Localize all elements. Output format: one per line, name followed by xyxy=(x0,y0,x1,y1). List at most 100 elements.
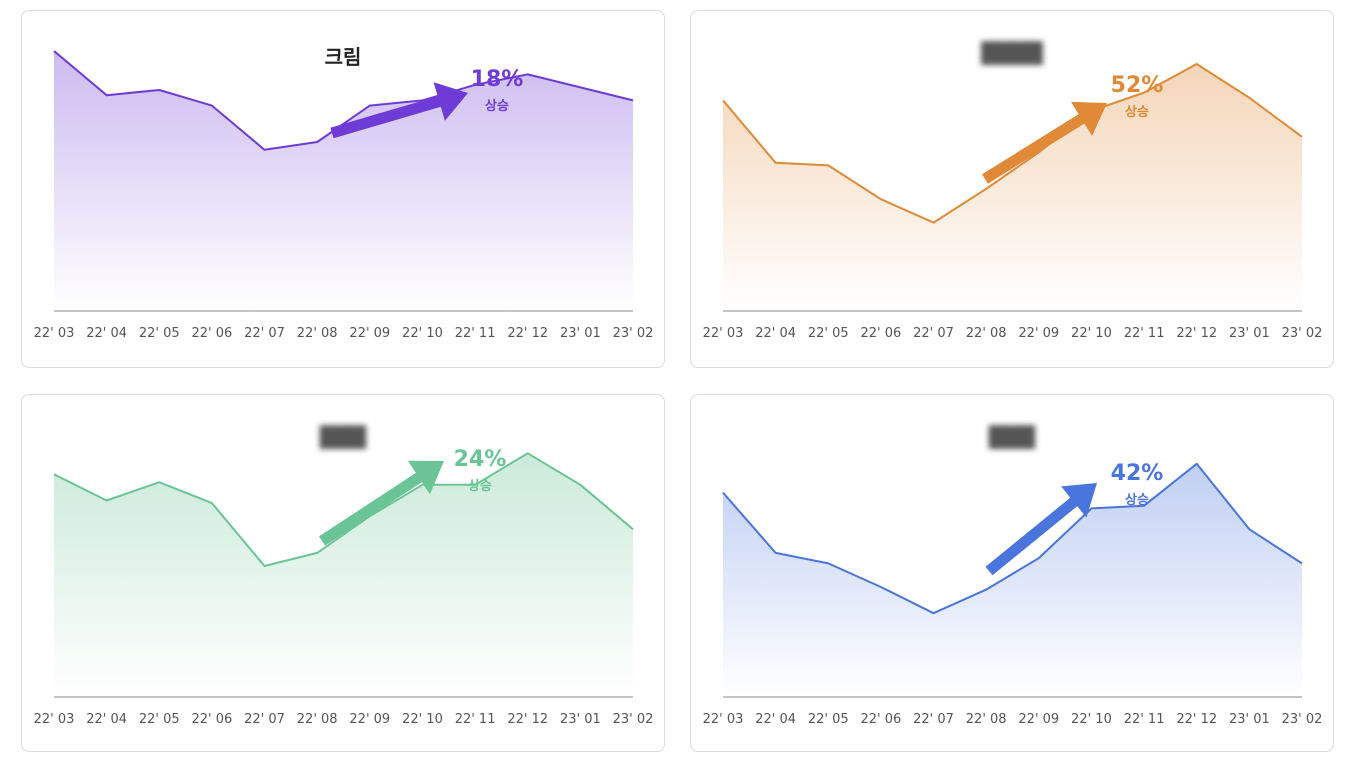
chart-2-point-2 xyxy=(774,161,777,164)
chart-1-x-tick-label: 22' 07 xyxy=(244,326,285,341)
chart-3-point-5 xyxy=(263,565,266,568)
chart-3-x-tick-label: 22' 05 xyxy=(139,712,180,727)
chart-4-x-tick-label: 22' 04 xyxy=(755,712,796,727)
chart-1-change-value: 18% xyxy=(470,67,524,92)
chart-1-point-5 xyxy=(263,148,266,151)
chart-2-x-tick-label: 22' 04 xyxy=(755,326,796,341)
chart-3-change-label: 상승 xyxy=(468,479,492,494)
chart-3-x-tick-label: 22' 04 xyxy=(86,712,127,727)
chart-1-point-4 xyxy=(210,104,213,107)
chart-3-x-tick-label: 22' 03 xyxy=(34,712,75,727)
chart-2-point-3 xyxy=(827,164,830,167)
chart-2-change-label: 상승 xyxy=(1125,105,1149,120)
chart-panel-4: 22' 03 22' 04 22' 05 22' 06 22' 07 22' 08 22' … xyxy=(690,394,1334,752)
chart-4-x-tick-label: 22' 06 xyxy=(861,712,902,727)
chart-2-point-6 xyxy=(985,187,988,190)
chart-3-point-3 xyxy=(158,481,161,484)
chart-4-x-tick-label: 23' 02 xyxy=(1282,712,1323,727)
chart-2-x-tick-label: 22' 06 xyxy=(861,326,902,341)
chart-4-x-tick-label: 22' 12 xyxy=(1176,712,1217,727)
chart-3-point-4 xyxy=(210,502,213,505)
chart-1-x-tick-label: 23' 02 xyxy=(613,326,654,341)
chart-1-area xyxy=(54,51,633,311)
chart-4-change-value: 42% xyxy=(1110,461,1164,486)
chart-4-area xyxy=(723,463,1302,697)
chart-4-x-tick-label: 22' 09 xyxy=(1018,712,1059,727)
chart-1-x-tick-label: 22' 09 xyxy=(349,326,390,341)
chart-4-x-tick-label: 23' 01 xyxy=(1229,712,1270,727)
chart-3-x-tick-label: 23' 02 xyxy=(613,712,654,727)
chart-4-rise-arrow-icon xyxy=(985,483,1097,576)
chart-1-x-tick-label: 22' 03 xyxy=(34,326,75,341)
chart-3-point-1 xyxy=(53,473,56,476)
chart-3-point-11 xyxy=(579,483,582,486)
chart-1-x-tick-label: 22' 08 xyxy=(297,326,338,341)
chart-3-point-10 xyxy=(526,452,529,455)
chart-1-title: 크림 xyxy=(324,45,362,69)
chart-3-svg: 22' 03 22' 04 22' 05 22' 06 22' 07 22' 08 22' … xyxy=(34,452,654,727)
chart-4-change-label: 상승 xyxy=(1125,493,1149,508)
chart-4-x-tick-label: 22' 08 xyxy=(966,712,1007,727)
chart-4-point-6 xyxy=(985,588,988,591)
chart-1-change-label: 상승 xyxy=(485,99,509,114)
chart-2-x-tick-label: 22' 07 xyxy=(913,326,954,341)
chart-4-point-8 xyxy=(1090,507,1093,510)
chart-4-series-line xyxy=(722,462,1303,615)
chart-1-x-tick-label: 22' 12 xyxy=(507,326,548,341)
chart-4-point-10 xyxy=(1195,462,1198,465)
chart-2-point-4 xyxy=(879,198,882,201)
chart-4-x-tick-label: 22' 03 xyxy=(703,712,744,727)
chart-2-area xyxy=(723,64,1302,311)
chart-1-point-2 xyxy=(105,94,108,97)
chart-panel-1: 22' 03 22' 04 22' 05 22' 06 22' 07 22' 08 22' … xyxy=(21,10,665,368)
chart-4-point-4 xyxy=(879,585,882,588)
chart-1-rise-arrow-icon xyxy=(330,82,468,139)
chart-2-svg: 22' 03 22' 04 22' 05 22' 06 22' 07 22' 08 22' … xyxy=(703,63,1322,341)
chart-2-series-line xyxy=(722,63,1303,224)
chart-4-x-tick-label: 22' 05 xyxy=(808,712,849,727)
chart-3-x-tick-label: 22' 06 xyxy=(192,712,233,727)
chart-4-title: ███ xyxy=(988,425,1036,449)
chart-3-x-tick-label: 22' 08 xyxy=(297,712,338,727)
chart-2-x-tick-label: 22' 03 xyxy=(703,326,744,341)
chart-2-title: ████ xyxy=(981,41,1043,65)
chart-2-x-tick-label: 22' 08 xyxy=(966,326,1007,341)
chart-3-point-2 xyxy=(105,499,108,502)
chart-2-change-value: 52% xyxy=(1110,73,1164,98)
chart-3-x-tick-label: 22' 11 xyxy=(455,712,496,727)
chart-3-point-12 xyxy=(632,528,635,531)
chart-1-x-tick-label: 22' 04 xyxy=(86,326,127,341)
chart-1-svg: 22' 03 22' 04 22' 05 22' 06 22' 07 22' 08 22' … xyxy=(34,50,654,341)
chart-3-change-value: 24% xyxy=(453,447,507,472)
chart-2-x-tick-label: 22' 12 xyxy=(1176,326,1217,341)
chart-4-point-11 xyxy=(1248,528,1251,531)
chart-2-point-11 xyxy=(1248,96,1251,99)
chart-2-rise-arrow-icon xyxy=(982,101,1107,184)
chart-2-x-tick-label: 23' 01 xyxy=(1229,326,1270,341)
chart-4-point-1 xyxy=(722,491,725,494)
chart-3-title: ███ xyxy=(319,425,367,449)
chart-3-x-tick-label: 22' 10 xyxy=(402,712,443,727)
chart-1-point-12 xyxy=(632,99,635,102)
chart-2-x-tick-label: 22' 09 xyxy=(1018,326,1059,341)
chart-1-x-tick-label: 22' 11 xyxy=(455,326,496,341)
chart-1-x-tick-label: 22' 05 xyxy=(139,326,180,341)
chart-2-x-tick-label: 22' 10 xyxy=(1071,326,1112,341)
chart-1-x-tick-label: 23' 01 xyxy=(560,326,601,341)
chart-3-x-tick-label: 22' 12 xyxy=(507,712,548,727)
chart-2-point-12 xyxy=(1301,135,1304,138)
chart-1-x-tick-label: 22' 06 xyxy=(192,326,233,341)
chart-2-x-tick-label: 22' 11 xyxy=(1124,326,1165,341)
chart-1-point-6 xyxy=(316,141,319,144)
chart-4-point-3 xyxy=(827,562,830,565)
chart-1-x-tick-label: 22' 10 xyxy=(402,326,443,341)
chart-1-point-7 xyxy=(368,104,371,107)
chart-3-rise-arrow-icon xyxy=(319,460,444,546)
chart-1-point-11 xyxy=(579,86,582,89)
chart-1-point-3 xyxy=(158,89,161,92)
chart-4-x-tick-label: 22' 07 xyxy=(913,712,954,727)
chart-3-area xyxy=(54,453,633,697)
chart-2-x-tick-label: 22' 05 xyxy=(808,326,849,341)
chart-1-series-line xyxy=(53,50,634,151)
chart-4-svg: 22' 03 22' 04 22' 05 22' 06 22' 07 22' 08 22' … xyxy=(703,462,1323,727)
